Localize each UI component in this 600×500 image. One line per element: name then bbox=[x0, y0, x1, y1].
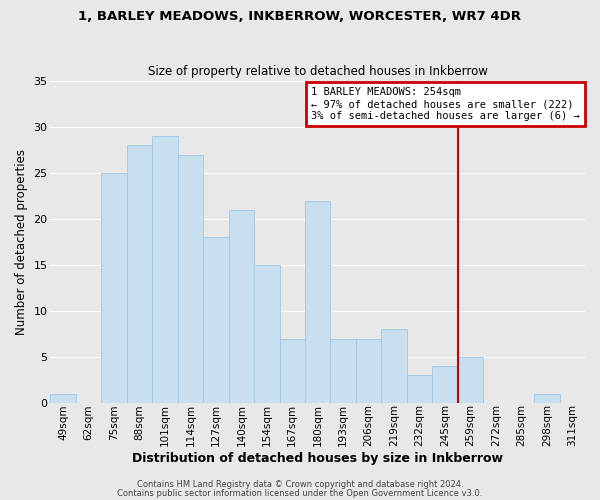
Text: Contains public sector information licensed under the Open Government Licence v3: Contains public sector information licen… bbox=[118, 489, 482, 498]
Bar bbox=[203, 238, 229, 403]
Text: 1, BARLEY MEADOWS, INKBERROW, WORCESTER, WR7 4DR: 1, BARLEY MEADOWS, INKBERROW, WORCESTER,… bbox=[79, 10, 521, 23]
Bar bbox=[407, 376, 432, 403]
Bar bbox=[127, 146, 152, 403]
Bar bbox=[50, 394, 76, 403]
Title: Size of property relative to detached houses in Inkberrow: Size of property relative to detached ho… bbox=[148, 66, 488, 78]
Bar bbox=[331, 338, 356, 403]
Bar bbox=[101, 173, 127, 403]
Bar bbox=[254, 265, 280, 403]
Text: Contains HM Land Registry data © Crown copyright and database right 2024.: Contains HM Land Registry data © Crown c… bbox=[137, 480, 463, 489]
Bar bbox=[432, 366, 458, 403]
Bar bbox=[229, 210, 254, 403]
Bar bbox=[280, 338, 305, 403]
Bar bbox=[305, 200, 331, 403]
Text: 1 BARLEY MEADOWS: 254sqm
← 97% of detached houses are smaller (222)
3% of semi-d: 1 BARLEY MEADOWS: 254sqm ← 97% of detach… bbox=[311, 88, 580, 120]
Bar bbox=[458, 357, 483, 403]
Y-axis label: Number of detached properties: Number of detached properties bbox=[15, 149, 28, 335]
Bar bbox=[534, 394, 560, 403]
Bar bbox=[382, 330, 407, 403]
Bar bbox=[152, 136, 178, 403]
Bar bbox=[178, 154, 203, 403]
Bar bbox=[356, 338, 382, 403]
X-axis label: Distribution of detached houses by size in Inkberrow: Distribution of detached houses by size … bbox=[132, 452, 503, 465]
